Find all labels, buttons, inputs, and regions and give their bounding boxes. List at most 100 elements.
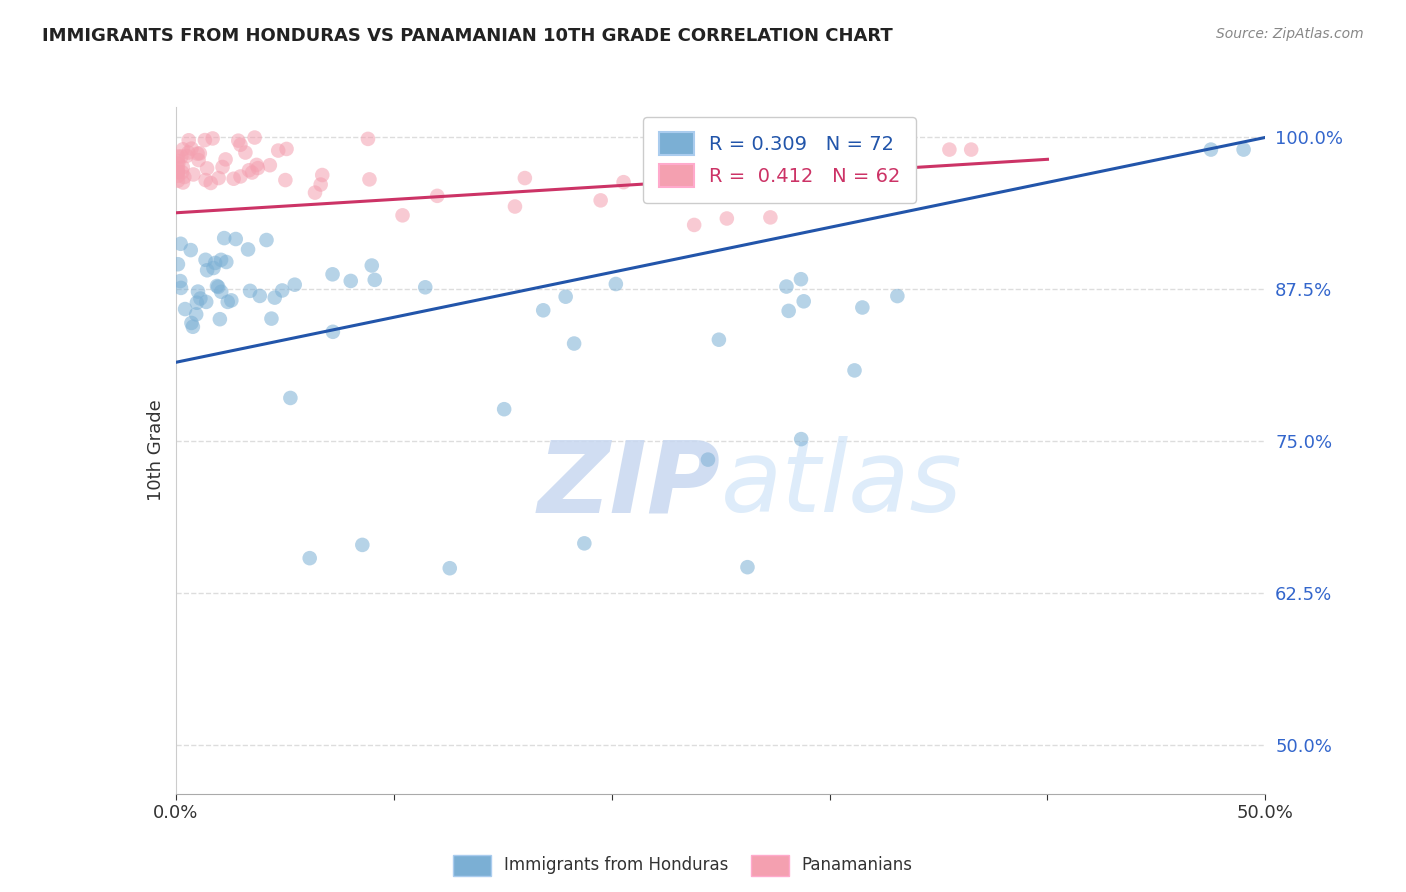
Point	[357, 132, 380, 146]
Point	[531, 303, 554, 318]
Point	[212, 231, 235, 245]
Point	[886, 289, 908, 303]
Point	[186, 307, 208, 321]
Point	[364, 273, 387, 287]
Point	[172, 160, 194, 174]
Point	[304, 186, 326, 200]
Point	[207, 280, 229, 294]
Point	[352, 538, 374, 552]
Point	[174, 301, 197, 316]
Point	[413, 280, 436, 294]
Point	[562, 336, 585, 351]
Point	[280, 391, 302, 405]
Point	[180, 316, 202, 330]
Point	[960, 143, 983, 157]
Point	[439, 561, 461, 575]
Point	[276, 142, 298, 156]
Point	[249, 289, 271, 303]
Point	[238, 163, 260, 178]
Text: IMMIGRANTS FROM HONDURAS VS PANAMANIAN 10TH GRADE CORRELATION CHART: IMMIGRANTS FROM HONDURAS VS PANAMANIAN 1…	[42, 27, 893, 45]
Point	[236, 243, 259, 257]
Point	[240, 165, 263, 179]
Point	[194, 173, 217, 187]
Point	[226, 134, 249, 148]
Point	[737, 560, 759, 574]
Point	[790, 432, 813, 446]
Point	[243, 130, 266, 145]
Point	[339, 274, 361, 288]
Point	[167, 149, 190, 163]
Text: Immigrants from Honduras: Immigrants from Honduras	[505, 856, 728, 874]
Text: Source: ZipAtlas.com: Source: ZipAtlas.com	[1216, 27, 1364, 41]
Point	[169, 274, 191, 288]
Point	[177, 133, 200, 147]
Point	[169, 236, 191, 251]
Point	[311, 168, 333, 182]
Point	[167, 156, 190, 170]
Point	[844, 363, 866, 377]
Point	[208, 171, 231, 186]
Point	[177, 145, 200, 160]
Point	[170, 281, 193, 295]
Point	[204, 256, 226, 270]
Point	[167, 154, 190, 169]
Point	[589, 194, 612, 208]
Point	[172, 176, 194, 190]
Point	[194, 252, 217, 267]
Point	[195, 263, 218, 277]
Bar	[751, 855, 789, 876]
Point	[181, 319, 204, 334]
Point	[640, 171, 662, 186]
Point	[188, 146, 211, 161]
Point	[176, 149, 198, 163]
Point	[775, 279, 797, 293]
Point	[246, 161, 269, 175]
Point	[274, 173, 297, 187]
Point	[170, 149, 193, 163]
Y-axis label: 10th Grade: 10th Grade	[146, 400, 165, 501]
Point	[209, 285, 232, 299]
Point	[211, 160, 233, 174]
Point	[494, 402, 516, 417]
Point	[259, 158, 281, 172]
Point	[222, 171, 245, 186]
Point	[298, 551, 321, 566]
Point	[322, 268, 344, 282]
Point	[167, 165, 190, 179]
Point	[229, 169, 252, 184]
Point	[194, 133, 217, 147]
Point	[229, 137, 252, 152]
Point	[167, 161, 190, 175]
Point	[605, 277, 627, 291]
Point	[707, 333, 730, 347]
Point	[183, 168, 205, 182]
Point	[209, 252, 232, 267]
Point	[759, 211, 782, 225]
Bar	[453, 855, 492, 876]
Point	[202, 260, 225, 275]
Point	[225, 232, 247, 246]
Point	[359, 172, 381, 186]
Point	[267, 144, 290, 158]
Point	[284, 277, 307, 292]
Point	[190, 292, 212, 306]
Point	[790, 272, 813, 286]
Point	[793, 294, 815, 309]
Point	[205, 279, 228, 293]
Point	[683, 218, 706, 232]
Point	[360, 259, 382, 273]
Point	[180, 142, 202, 156]
Point	[260, 311, 283, 326]
Point	[167, 257, 190, 271]
Point	[716, 211, 738, 226]
Point	[245, 158, 267, 172]
Point	[208, 312, 231, 326]
Point	[322, 325, 344, 339]
Point	[613, 175, 636, 189]
Point	[426, 189, 449, 203]
Point	[172, 142, 194, 156]
Point	[173, 169, 195, 184]
Point	[167, 169, 190, 183]
Point	[187, 285, 209, 299]
Point	[195, 294, 218, 309]
